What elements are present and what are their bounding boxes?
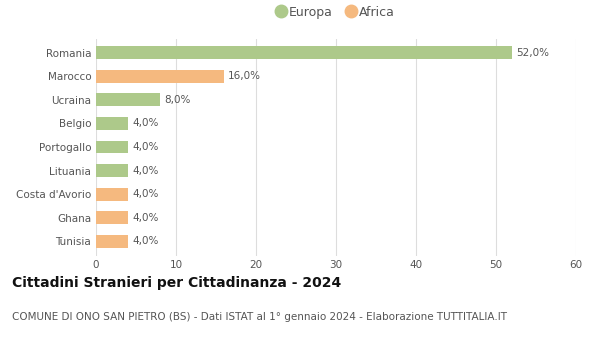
Text: 4,0%: 4,0% [132, 166, 158, 176]
Legend: Europa, Africa: Europa, Africa [272, 1, 400, 23]
Bar [96, 117, 128, 130]
Text: 4,0%: 4,0% [132, 213, 158, 223]
Bar [96, 140, 128, 154]
Text: 4,0%: 4,0% [132, 142, 158, 152]
Text: 8,0%: 8,0% [164, 95, 190, 105]
Text: 52,0%: 52,0% [516, 48, 549, 58]
Text: 16,0%: 16,0% [228, 71, 261, 81]
Bar [96, 46, 512, 59]
Bar [96, 211, 128, 224]
Text: Cittadini Stranieri per Cittadinanza - 2024: Cittadini Stranieri per Cittadinanza - 2… [12, 276, 341, 290]
Bar [96, 70, 224, 83]
Bar [96, 164, 128, 177]
Text: 4,0%: 4,0% [132, 189, 158, 199]
Bar [96, 188, 128, 201]
Text: 4,0%: 4,0% [132, 118, 158, 128]
Text: 4,0%: 4,0% [132, 236, 158, 246]
Text: COMUNE DI ONO SAN PIETRO (BS) - Dati ISTAT al 1° gennaio 2024 - Elaborazione TUT: COMUNE DI ONO SAN PIETRO (BS) - Dati IST… [12, 312, 507, 322]
Bar [96, 93, 160, 106]
Bar [96, 235, 128, 248]
